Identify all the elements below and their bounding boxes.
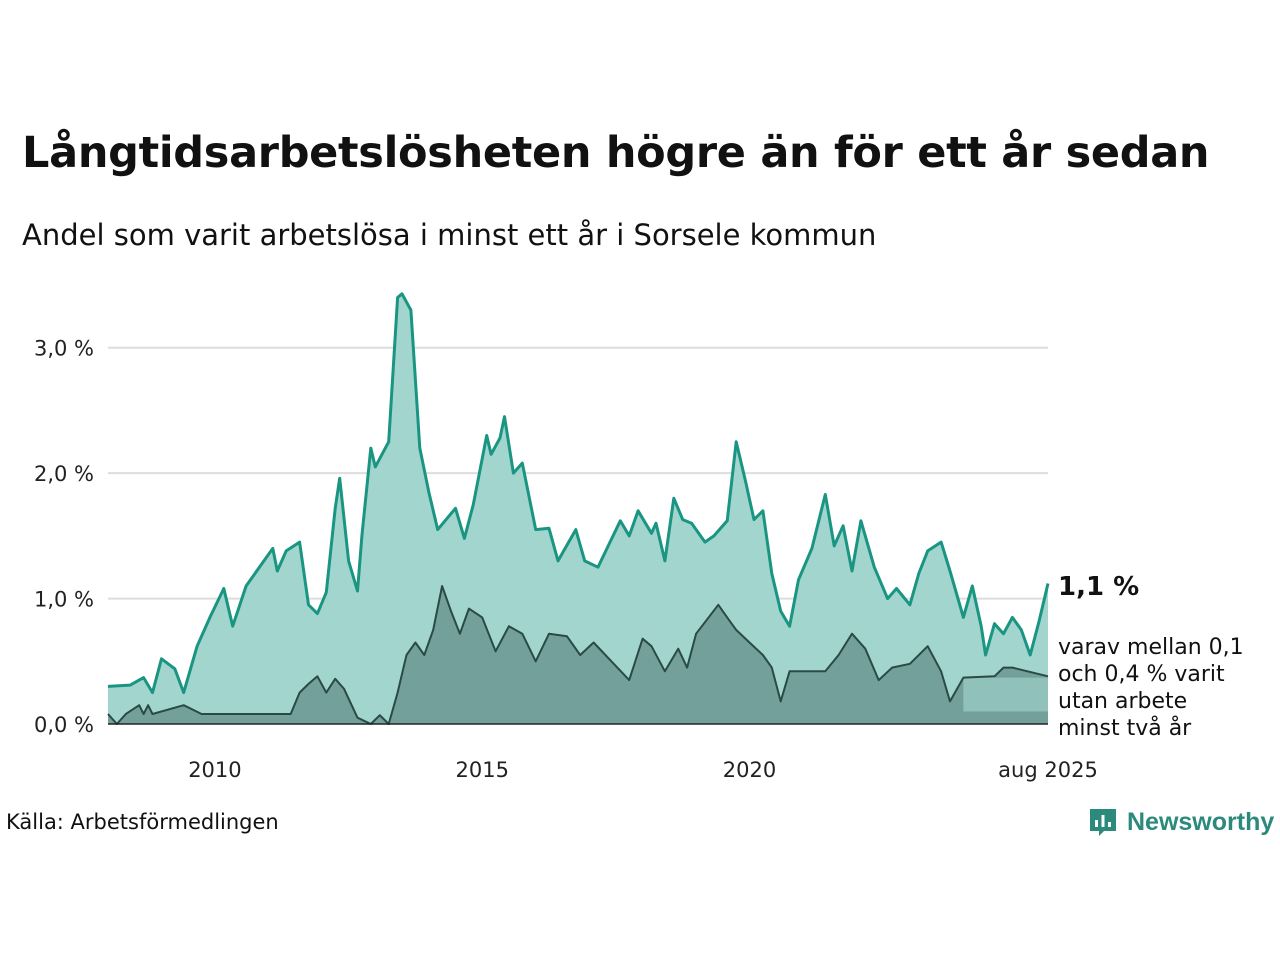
x-tick-label-2: 2020 bbox=[723, 758, 776, 782]
y-axis-ticks: 0,0 % 1,0 % 2,0 % 3,0 % bbox=[34, 337, 94, 737]
area-layer bbox=[108, 293, 1048, 724]
annotation-line-1: varav mellan 0,1 bbox=[1058, 635, 1244, 660]
uncertainty-band bbox=[963, 677, 1048, 712]
x-axis-ticks: 2010 2015 2020 aug 2025 bbox=[188, 758, 1098, 782]
annotation-line-4: minst två år bbox=[1058, 715, 1192, 741]
chart-title: Långtidsarbetslösheten högre än för ett … bbox=[22, 128, 1210, 178]
y-tick-label-3: 3,0 % bbox=[34, 337, 94, 361]
total-line bbox=[107, 292, 1050, 695]
total-area bbox=[108, 293, 1048, 724]
y-tick-label-1: 1,0 % bbox=[34, 588, 94, 612]
annotation-line-2: och 0,4 % varit bbox=[1058, 662, 1225, 687]
two-year-area bbox=[108, 586, 1048, 724]
newsworthy-logo-icon bbox=[1090, 809, 1116, 836]
brand-name: Newsworthy bbox=[1127, 807, 1275, 836]
y-tick-label-2: 2,0 % bbox=[34, 462, 94, 486]
brand-logo: Newsworthy bbox=[1088, 804, 1274, 840]
annotation-line-3: utan arbete bbox=[1058, 689, 1187, 714]
end-annotation: 1,1 % varav mellan 0,1 och 0,4 % varit u… bbox=[1058, 572, 1244, 741]
annotation-value: 1,1 % bbox=[1058, 572, 1139, 602]
x-tick-label-1: 2015 bbox=[455, 758, 508, 782]
line-layer bbox=[107, 292, 1050, 725]
source-note: Källa: Arbetsförmedlingen bbox=[6, 810, 279, 834]
chart-subtitle: Andel som varit arbetslösa i minst ett å… bbox=[22, 218, 877, 252]
two-year-line bbox=[107, 585, 1049, 725]
x-tick-label-3: aug 2025 bbox=[998, 758, 1098, 782]
x-tick-label-0: 2010 bbox=[188, 758, 241, 782]
y-tick-label-0: 0,0 % bbox=[34, 713, 94, 737]
